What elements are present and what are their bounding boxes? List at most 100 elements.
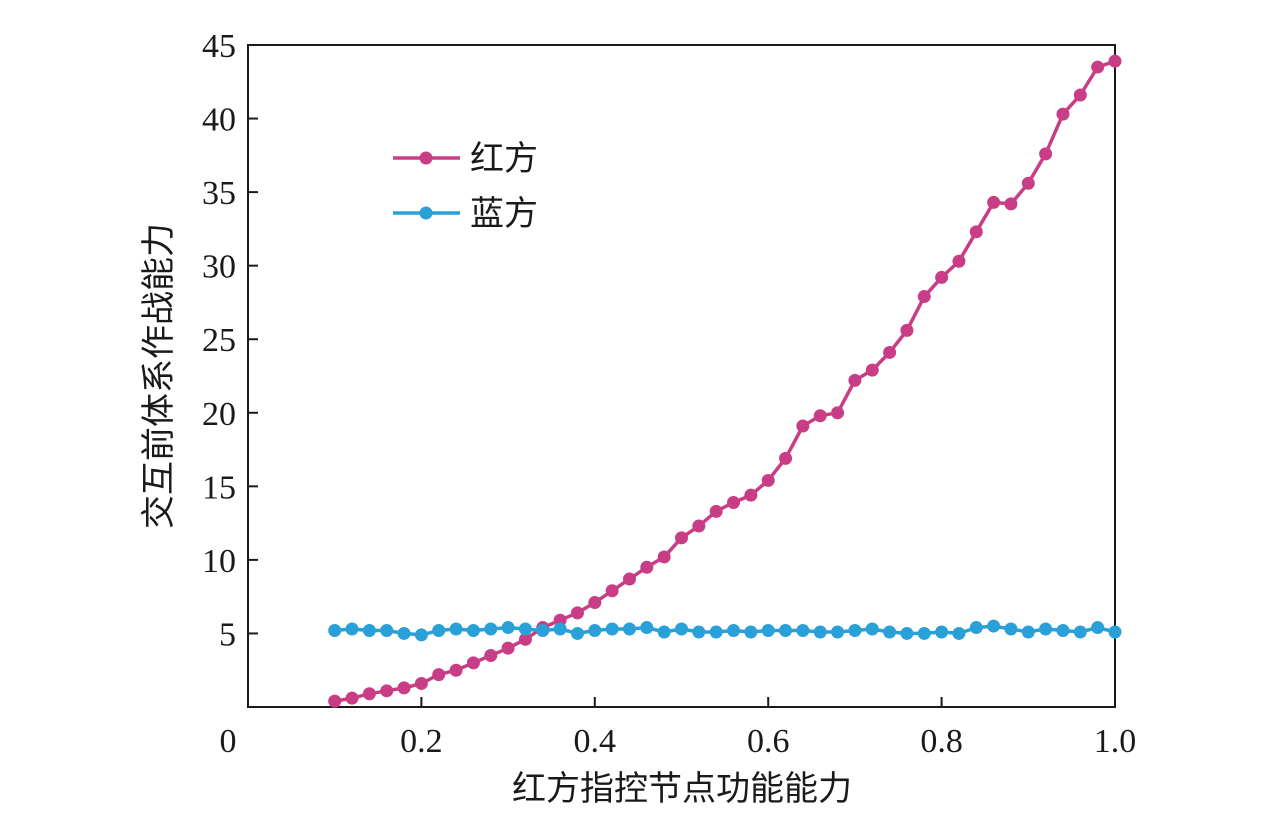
- data-point: [518, 622, 532, 636]
- data-point: [692, 625, 706, 639]
- data-point: [466, 624, 480, 638]
- data-point: [605, 622, 619, 636]
- series-line: [334, 59, 1116, 703]
- data-point: [622, 622, 636, 636]
- data-point: [1073, 625, 1087, 639]
- data-point: [900, 323, 914, 337]
- data-point: [865, 622, 879, 636]
- data-point: [1004, 197, 1018, 211]
- data-point: [952, 254, 966, 268]
- data-point: [1021, 625, 1035, 639]
- y-tick-label: 10: [202, 543, 236, 580]
- data-point: [848, 373, 862, 387]
- data-point: [900, 626, 914, 640]
- legend-label: 红方: [470, 139, 538, 179]
- data-point: [362, 624, 376, 638]
- data-point: [1108, 625, 1122, 639]
- data-point: [848, 624, 862, 638]
- data-point: [744, 488, 758, 502]
- data-point: [917, 626, 931, 640]
- y-tick-label: 40: [202, 102, 236, 139]
- data-point: [969, 225, 983, 239]
- data-point: [432, 624, 446, 638]
- data-point: [536, 624, 550, 638]
- data-point: [1039, 622, 1053, 636]
- x-axis-tick-labels: 0.2 0.4 0.6 0.8 1.0: [400, 723, 1136, 760]
- data-point: [605, 584, 619, 598]
- data-point: [380, 624, 394, 638]
- data-point: [883, 345, 897, 359]
- y-tick-label: 5: [219, 616, 236, 653]
- legend-item: 红方: [393, 139, 538, 179]
- series-line: [334, 624, 1116, 637]
- data-point: [779, 624, 793, 638]
- data-point: [640, 621, 654, 635]
- data-point: [657, 625, 671, 639]
- data-point: [761, 624, 775, 638]
- data-point: [657, 550, 671, 564]
- x-tick-label: 0.6: [747, 723, 790, 760]
- x-tick-label: 0.2: [400, 723, 443, 760]
- y-axis-title: 交互前体系作战能力: [139, 223, 179, 529]
- data-point: [831, 406, 845, 420]
- data-point: [1039, 147, 1053, 161]
- y-tick-label: 45: [202, 28, 236, 65]
- data-point: [1056, 107, 1070, 121]
- data-point: [640, 560, 654, 574]
- legend-marker: [419, 206, 433, 220]
- data-point: [709, 625, 723, 639]
- data-point: [935, 625, 949, 639]
- data-point: [709, 504, 723, 518]
- legend-marker: [419, 151, 433, 165]
- data-point: [1073, 88, 1087, 102]
- data-point: [397, 681, 411, 695]
- origin-label: 0: [220, 723, 237, 760]
- data-point: [831, 625, 845, 639]
- y-tick-label: 35: [202, 175, 236, 212]
- data-point: [397, 626, 411, 640]
- data-point: [796, 624, 810, 638]
- y-tick-label: 25: [202, 322, 236, 359]
- data-point: [414, 676, 428, 690]
- x-axis-title: 红方指控节点功能能力: [512, 769, 852, 809]
- x-tick-label: 0.8: [920, 723, 963, 760]
- data-point: [1021, 176, 1035, 190]
- x-axis-ticks: [420, 697, 1116, 707]
- data-point: [727, 496, 741, 510]
- data-point: [883, 625, 897, 639]
- data-point: [1108, 54, 1122, 68]
- data-point: [727, 624, 741, 638]
- data-point: [570, 626, 584, 640]
- data-point: [501, 621, 515, 635]
- data-point: [1091, 621, 1105, 635]
- data-point: [414, 628, 428, 642]
- data-point: [588, 624, 602, 638]
- data-point: [622, 572, 636, 586]
- data-point: [553, 622, 567, 636]
- legend-label: 蓝方: [470, 194, 538, 234]
- data-point: [692, 519, 706, 533]
- data-point: [779, 451, 793, 465]
- data-point: [362, 687, 376, 701]
- data-point: [1004, 622, 1018, 636]
- data-point: [796, 419, 810, 433]
- data-point: [518, 632, 532, 646]
- data-point: [484, 649, 498, 663]
- data-point: [865, 363, 879, 377]
- data-point: [570, 606, 584, 620]
- data-point: [935, 270, 949, 284]
- y-axis-ticks: [248, 44, 258, 635]
- y-tick-label: 30: [202, 249, 236, 286]
- data-point: [484, 622, 498, 636]
- legend-item: 蓝方: [393, 194, 538, 234]
- data-point: [328, 694, 342, 708]
- data-point: [345, 622, 359, 636]
- data-point: [501, 641, 515, 655]
- data-point: [328, 624, 342, 638]
- data-point: [380, 684, 394, 698]
- series-red: [328, 54, 1122, 708]
- data-point: [345, 691, 359, 705]
- data-point: [675, 531, 688, 545]
- plot-frame: [247, 44, 1116, 708]
